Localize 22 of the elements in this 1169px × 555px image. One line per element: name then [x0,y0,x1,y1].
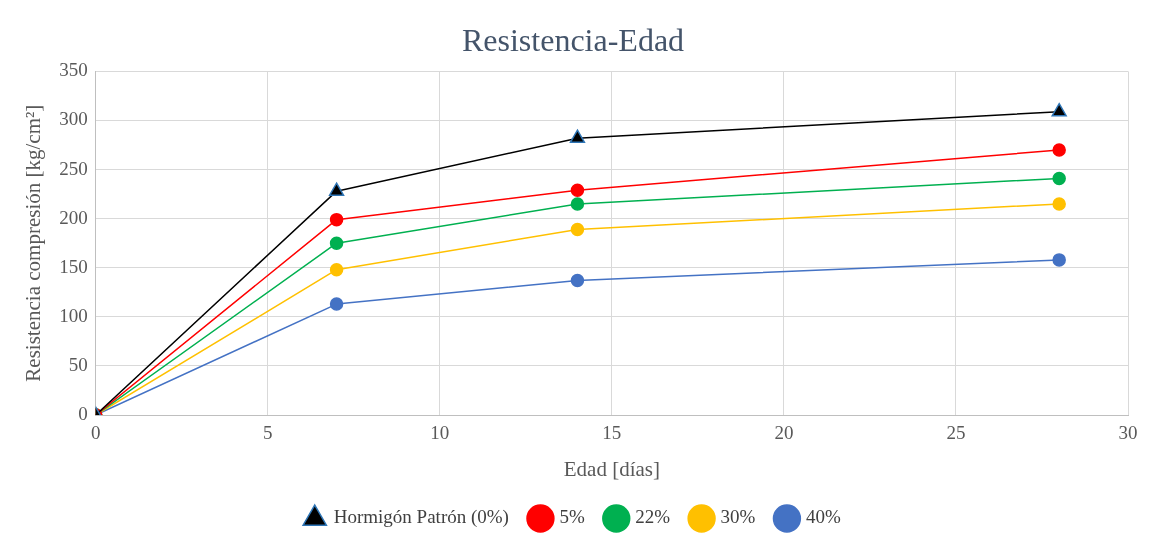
legend-label: 22% [635,506,671,528]
y-tick-label: 0 [78,402,88,424]
legend-label: 30% [720,506,756,528]
y-tick-label: 200 [59,206,88,228]
x-tick-label: 15 [602,422,622,444]
legend-label: 5% [559,506,585,528]
x-tick-label: 20 [774,422,794,444]
legend-label: 40% [805,506,841,528]
y-tick-label: 300 [59,108,88,130]
x-tick-label: 10 [430,422,450,444]
x-axis-title: Edad [días] [563,456,660,481]
chart-title: Resistencia-Edad [461,21,685,58]
legend-label: Hormigón Patrón (0%) [333,506,509,529]
y-tick-label: 50 [68,353,88,375]
x-tick-label: 30 [1118,422,1138,444]
x-tick-label: 25 [946,422,966,444]
y-axis-title: Resistencia compresión [kg/cm²] [21,104,46,382]
y-tick-label: 100 [59,304,88,326]
y-tick-label: 150 [59,255,88,277]
y-tick-label: 250 [59,157,88,179]
x-tick-label: 5 [263,422,273,444]
y-tick-label: 350 [59,59,88,81]
